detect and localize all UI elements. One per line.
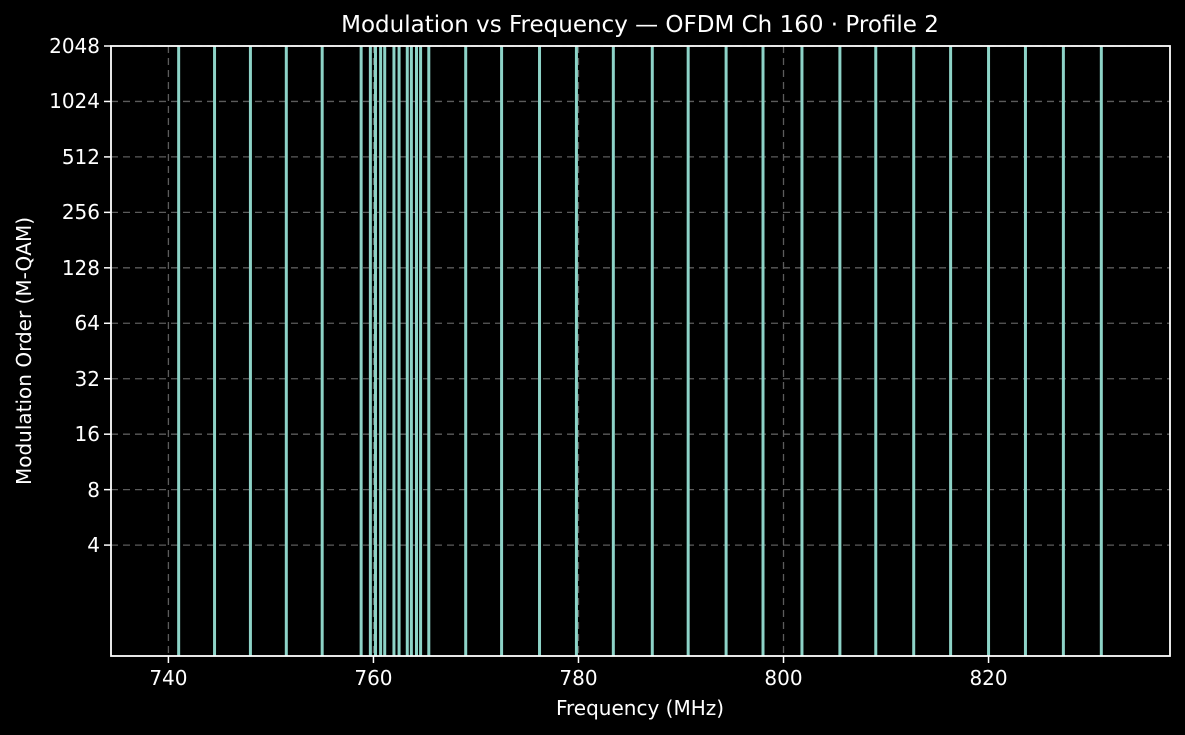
y-tick-label: 16 bbox=[74, 422, 100, 447]
chart-title: Modulation vs Frequency — OFDM Ch 160 · … bbox=[341, 12, 939, 38]
axes-spines bbox=[110, 45, 1171, 657]
y-axis-label: Modulation Order (M-QAM) bbox=[12, 216, 36, 486]
y-tick-label: 2048 bbox=[49, 34, 100, 58]
y-tick-label: 1024 bbox=[49, 89, 100, 114]
y-tick-label: 64 bbox=[74, 311, 100, 336]
y-tick-label: 4 bbox=[87, 533, 100, 558]
y-tick-label: 512 bbox=[61, 144, 100, 169]
y-tick-label: 256 bbox=[61, 200, 100, 225]
x-tick-label: 740 bbox=[149, 666, 188, 690]
x-tick-label: 800 bbox=[764, 666, 803, 690]
x-tick-label: 820 bbox=[969, 666, 1008, 690]
y-tick-label: 128 bbox=[61, 255, 100, 280]
x-tick-label: 780 bbox=[559, 666, 598, 690]
x-axis-label: Frequency (MHz) bbox=[555, 696, 725, 720]
x-tick-label: 760 bbox=[354, 666, 393, 690]
y-tick-label: 8 bbox=[87, 477, 100, 502]
y-tick-label: 32 bbox=[74, 366, 100, 391]
